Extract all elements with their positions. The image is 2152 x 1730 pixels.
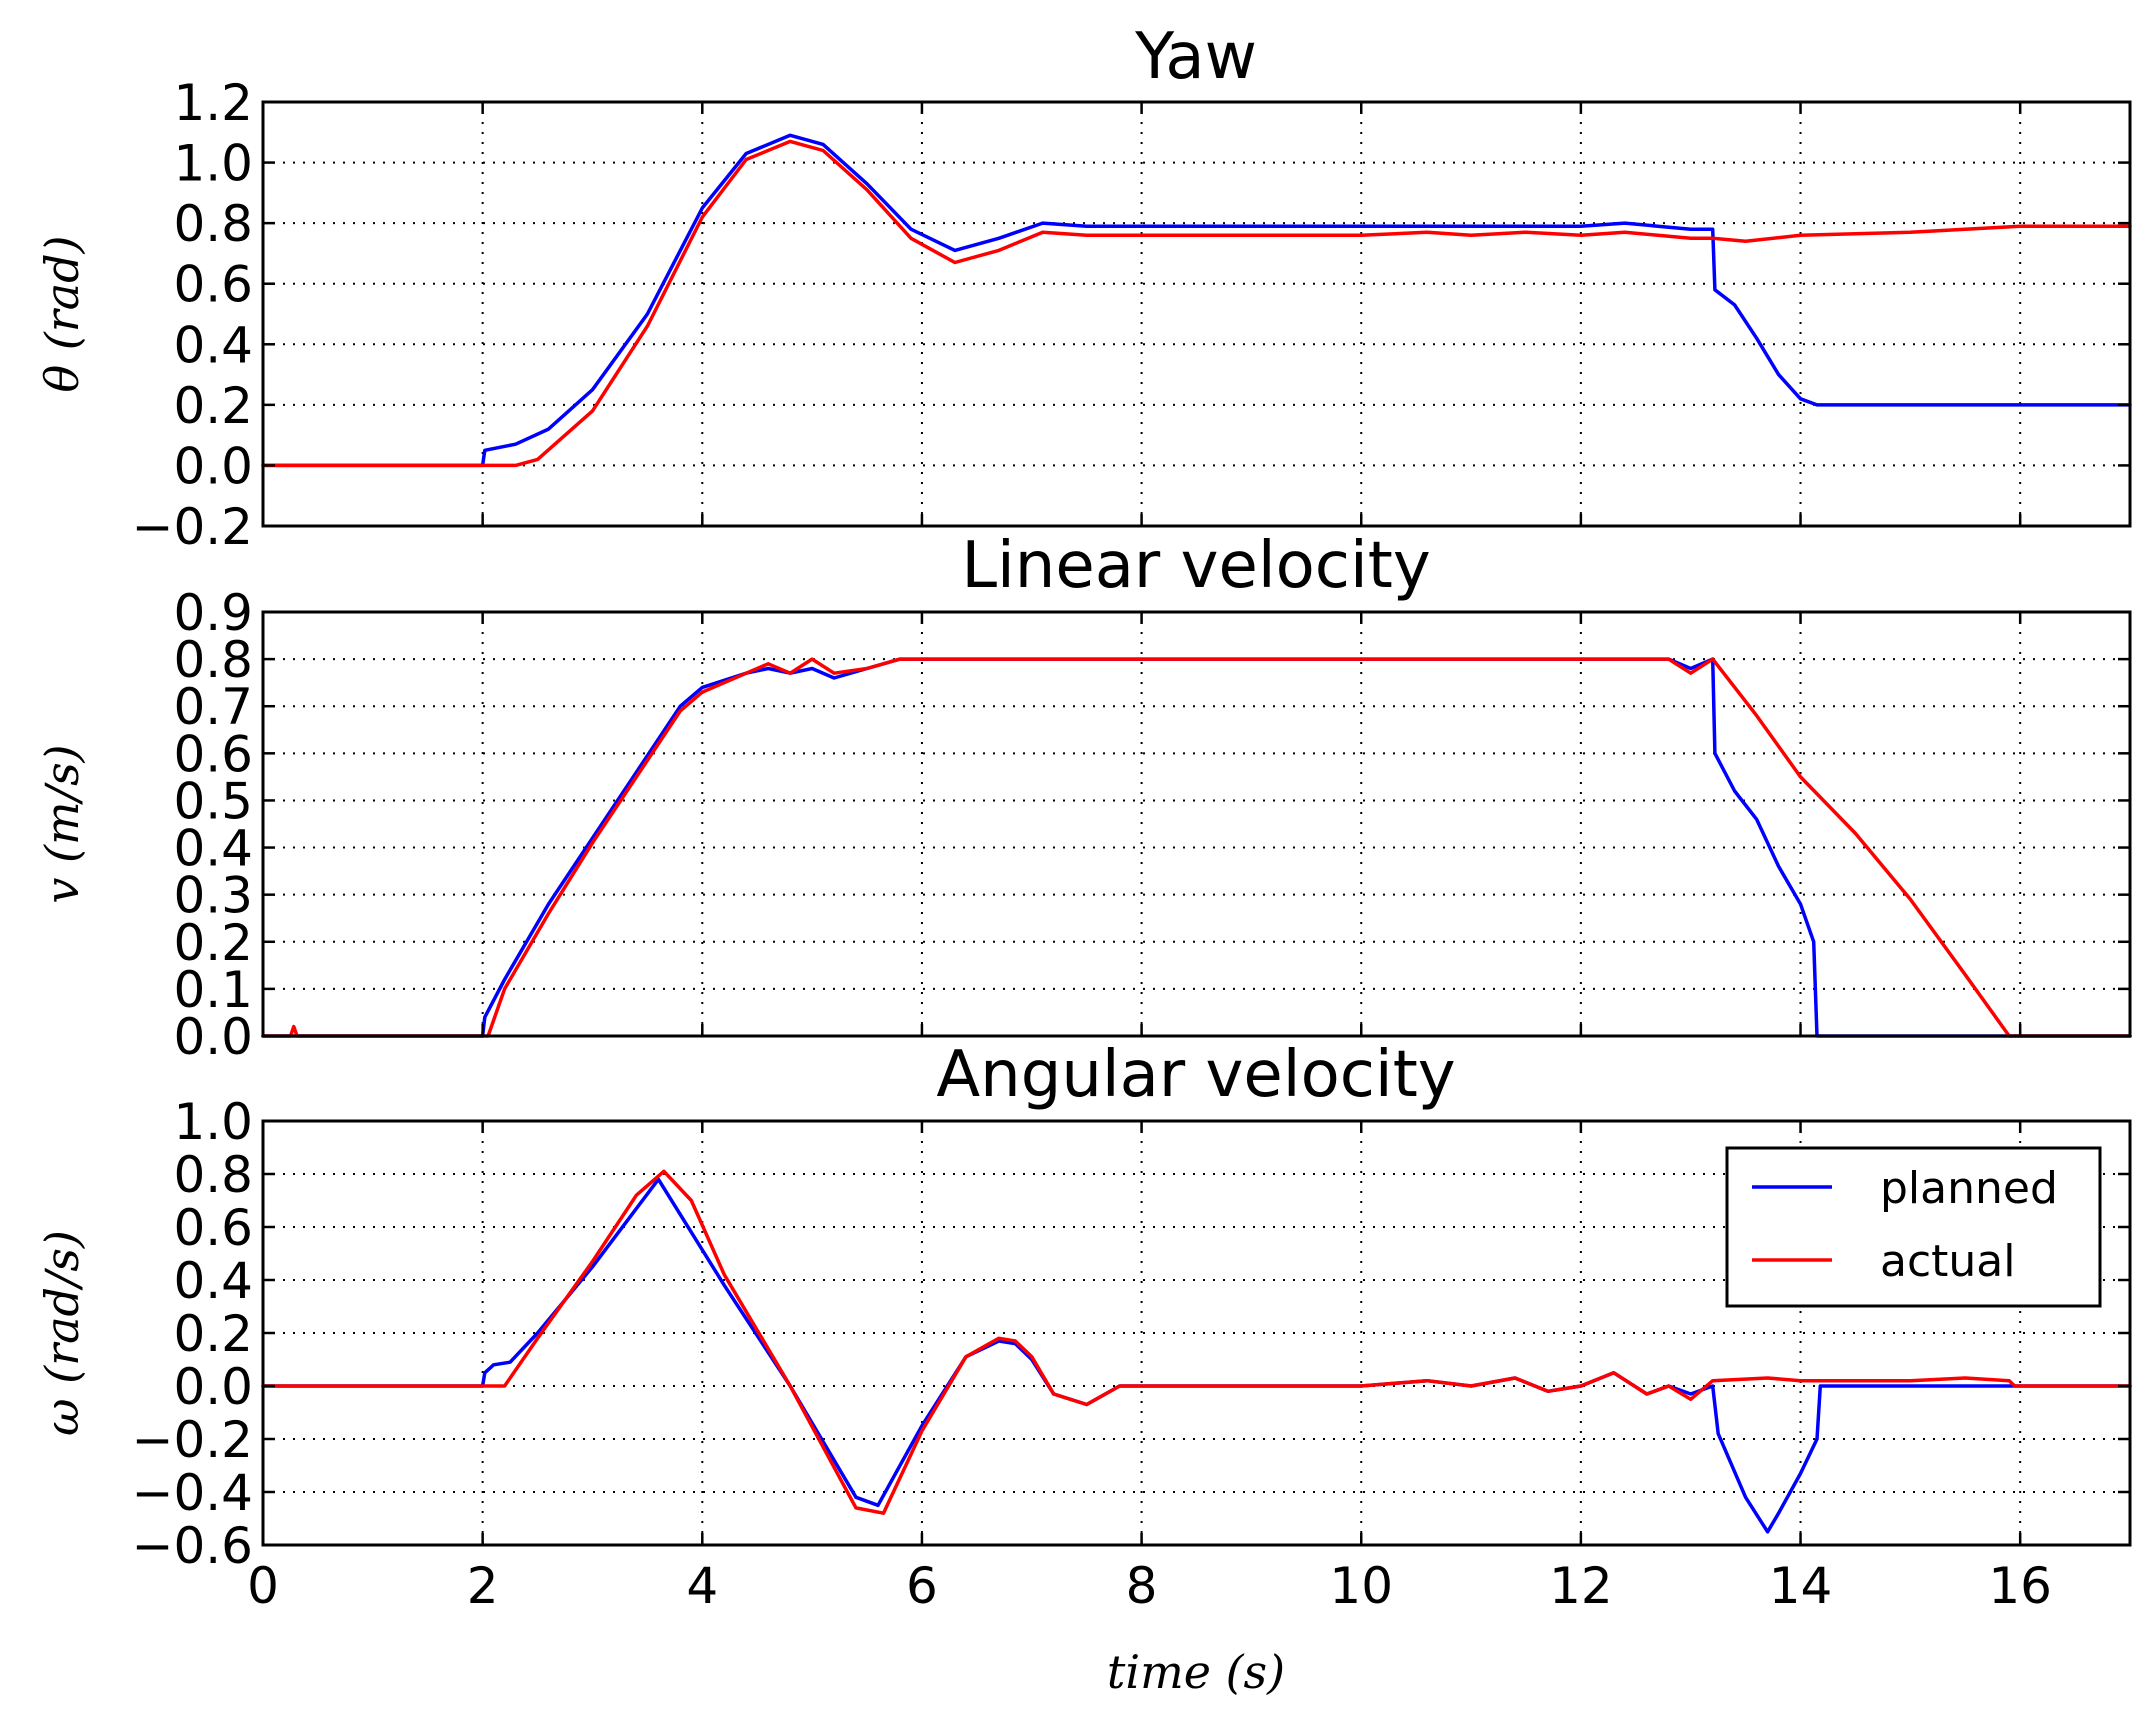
linear-velocity-y-tick-label: 0.2 [173, 914, 253, 972]
linear-velocity-frame [261, 610, 2132, 1038]
yaw-panel: Yaw 1.21.00.80.60.40.20.0−0.2 θ (rad) [35, 20, 2132, 556]
angular-velocity-y-tick-label: 1.0 [173, 1093, 253, 1151]
linear-velocity-y-tick-label: 0.0 [173, 1008, 253, 1066]
angular-velocity-x-tick-label: 12 [1549, 1557, 1613, 1615]
angular-velocity-y-tick-label: 0.6 [173, 1199, 253, 1257]
yaw-ylabel: θ (rad) [35, 235, 89, 392]
yaw-y-tick-label: −0.2 [132, 498, 253, 556]
yaw-planned-line [261, 133, 2132, 468]
angular-velocity-x-tick-label: 10 [1329, 1557, 1393, 1615]
linear-velocity-y-tick-label: 0.9 [173, 584, 253, 642]
angular-velocity-x-tick-label: 2 [467, 1557, 499, 1615]
yaw-y-tick-label: 0.2 [173, 377, 253, 435]
linear-velocity-y-tick-label: 0.5 [173, 772, 253, 830]
linear-velocity-title: Linear velocity [961, 529, 1430, 603]
linear-velocity-panel: Linear velocity 0.90.80.70.60.50.40.30.2… [35, 529, 2132, 1066]
angular-velocity-y-tick-label: −0.2 [132, 1411, 253, 1469]
x-axis-label: time (s) [1107, 1645, 1285, 1699]
linear-velocity-actual-line [261, 657, 2132, 1038]
linear-velocity-y-tick-label: 0.3 [173, 867, 253, 925]
angular-velocity-x-tick-label: 8 [1126, 1557, 1158, 1615]
angular-velocity-y-tick-label: 0.8 [173, 1146, 253, 1204]
angular-velocity-x-tick-label: 16 [1988, 1557, 2052, 1615]
linear-velocity-y-tick-label: 0.8 [173, 631, 253, 689]
yaw-actual-line [261, 139, 2132, 468]
yaw-y-tick-label: 0.0 [173, 437, 253, 495]
yaw-ylabel-text: θ (rad) [35, 235, 89, 392]
yaw-title: Yaw [1134, 20, 1257, 94]
angular-velocity-panel: Angular velocity 0 2 4 6 8 10 12 14 161.00.80.60… [35, 1038, 2132, 1615]
linear-velocity-y-tick-label: 0.4 [173, 820, 253, 878]
angular-velocity-x-tick-label: 0 [247, 1557, 279, 1615]
yaw-y-tick-label: 0.8 [173, 195, 253, 253]
linear-velocity-ylabel: v (m/s) [35, 744, 89, 903]
angular-velocity-title: Angular velocity [936, 1038, 1455, 1112]
yaw-y-tick-label: 1.0 [173, 135, 253, 193]
linear-velocity-ylabel-text: v (m/s) [35, 744, 89, 903]
angular-velocity-actual-line [261, 1169, 2132, 1515]
angular-velocity-y-tick-label: 0.0 [173, 1358, 253, 1416]
legend-actual-label: actual [1880, 1236, 2015, 1287]
angular-velocity-ylabel: ω (rad/s) [35, 1230, 89, 1436]
yaw-frame [261, 100, 2132, 528]
yaw-y-tick-label: 0.4 [173, 316, 253, 374]
angular-velocity-x-tick-label: 6 [906, 1557, 938, 1615]
yaw-y-tick-label: 1.2 [173, 74, 253, 132]
angular-velocity-x-tick-label: 4 [686, 1557, 718, 1615]
legend-planned-label: planned [1880, 1163, 2058, 1214]
linear-velocity-y-tick-label: 0.1 [173, 961, 253, 1019]
angular-velocity-y-tick-label: 0.2 [173, 1305, 253, 1363]
yaw-y-tick-label: 0.6 [173, 256, 253, 314]
angular-velocity-y-tick-label: 0.4 [173, 1252, 253, 1310]
linear-velocity-y-tick-label: 0.7 [173, 678, 253, 736]
legend: planned actual [1725, 1146, 2102, 1308]
legend-box [1725, 1146, 2102, 1308]
angular-velocity-x-tick-label: 14 [1769, 1557, 1833, 1615]
linear-velocity-y-tick-label: 0.6 [173, 725, 253, 783]
angular-velocity-ylabel-text: ω (rad/s) [35, 1230, 89, 1436]
angular-velocity-y-tick-label: −0.4 [132, 1464, 253, 1522]
angular-velocity-y-tick-label: −0.6 [132, 1517, 253, 1575]
